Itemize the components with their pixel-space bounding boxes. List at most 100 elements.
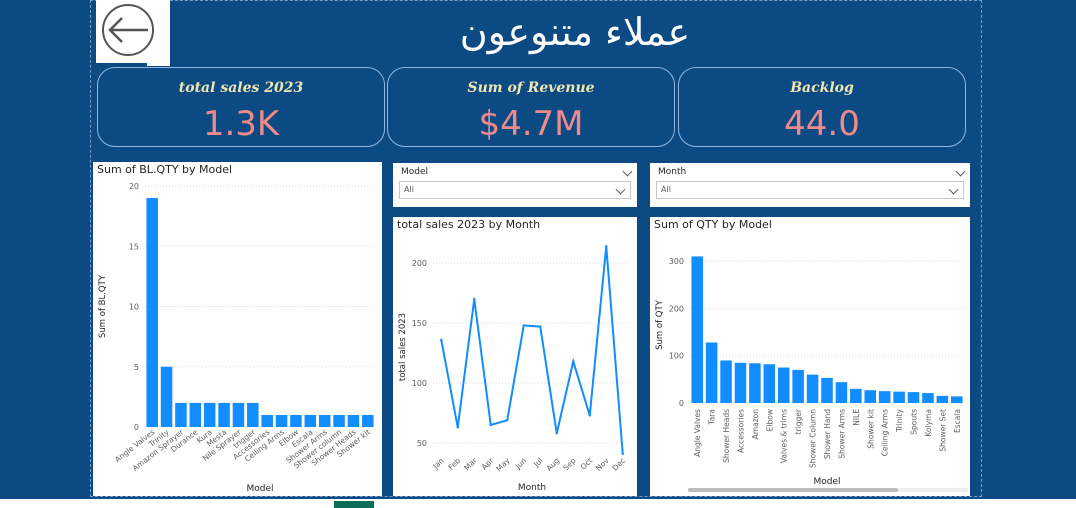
x-tick-label: Shower Heads bbox=[722, 409, 731, 463]
x-tick-label: Amazon bbox=[751, 409, 760, 440]
bar bbox=[261, 414, 273, 427]
chart-sales-month: 50 100 150 200 Jan Feb Mar Apr May Jun Jul Aug Sep Oc… bbox=[398, 245, 631, 493]
slicer-collapse-icon[interactable] bbox=[622, 166, 633, 177]
chart-qty-model: 0 100 200 300 Angle Valves Tara Shower Heads Ac… bbox=[655, 256, 964, 487]
x-tick-label: Trinity bbox=[895, 408, 904, 432]
bar bbox=[763, 364, 776, 403]
bar bbox=[734, 362, 747, 403]
y-tick-label: 100 bbox=[412, 379, 427, 388]
x-tick-label: NILE bbox=[852, 409, 861, 426]
kpi-label: Backlog bbox=[790, 80, 854, 96]
bar bbox=[362, 414, 374, 427]
slicer-value: All bbox=[661, 185, 671, 194]
chart-title: Sum of BL.QTY by Model bbox=[97, 163, 233, 176]
bar bbox=[189, 402, 202, 427]
x-tick-label: Oct bbox=[579, 456, 595, 472]
y-axis-title: total sales 2023 bbox=[398, 313, 408, 381]
y-tick-label: 10 bbox=[129, 303, 139, 312]
bar bbox=[318, 414, 331, 427]
bar bbox=[720, 360, 732, 403]
bar bbox=[878, 391, 891, 403]
y-tick-label: 50 bbox=[417, 439, 427, 448]
y-tick-label: 300 bbox=[669, 257, 684, 266]
data-point bbox=[473, 297, 476, 301]
bar bbox=[275, 414, 288, 427]
kpi-value: 1.3K bbox=[202, 104, 280, 144]
month-slicer[interactable]: Month All bbox=[650, 163, 970, 207]
x-tick-label: Jun bbox=[513, 456, 529, 472]
chevron-down-icon bbox=[615, 184, 626, 195]
y-tick-label: 0 bbox=[134, 423, 139, 432]
back-arrow-icon bbox=[102, 4, 154, 56]
y-tick-label: 200 bbox=[669, 304, 684, 313]
data-point bbox=[555, 432, 558, 435]
bar bbox=[893, 391, 905, 403]
scrollbar-thumb[interactable] bbox=[688, 488, 898, 492]
x-tick-label: Shower Hand bbox=[823, 409, 832, 459]
data-point bbox=[572, 360, 575, 363]
bar bbox=[160, 366, 173, 427]
bar bbox=[749, 363, 761, 403]
slicer-label: Month bbox=[658, 167, 687, 177]
back-button[interactable] bbox=[96, 0, 170, 63]
data-point bbox=[522, 324, 525, 327]
data-point bbox=[456, 426, 459, 429]
bar bbox=[777, 367, 790, 403]
bar bbox=[864, 390, 877, 403]
slicer-collapse-icon[interactable] bbox=[955, 166, 966, 177]
y-tick-label: 200 bbox=[412, 259, 427, 268]
bar bbox=[691, 256, 703, 403]
series-line bbox=[440, 246, 624, 454]
x-tick-label: Dec bbox=[611, 456, 628, 473]
data-point bbox=[506, 419, 509, 422]
y-tick-label: 150 bbox=[412, 319, 427, 328]
kpi-card-revenue: Sum of Revenue $4.7M bbox=[387, 67, 675, 147]
data-point bbox=[588, 414, 591, 417]
x-tick-label: Jul bbox=[531, 456, 544, 469]
bar bbox=[806, 374, 819, 403]
slicer-dropdown[interactable]: All bbox=[656, 181, 964, 199]
chart-title: Sum of QTY by Model bbox=[654, 218, 772, 231]
horizontal-scrollbar[interactable] bbox=[688, 488, 968, 492]
data-point bbox=[605, 245, 608, 248]
y-tick-label: 15 bbox=[129, 242, 139, 251]
x-tick-label: Aug bbox=[544, 456, 561, 473]
bar bbox=[218, 402, 230, 427]
y-tick-label: 100 bbox=[669, 352, 684, 361]
x-tick-label: Tara bbox=[708, 409, 717, 426]
bar bbox=[247, 402, 259, 427]
bar bbox=[936, 395, 949, 403]
y-tick-label: 20 bbox=[129, 182, 139, 191]
bar bbox=[835, 382, 848, 403]
x-axis-title: Model bbox=[813, 477, 840, 487]
x-tick-label: Shower Set bbox=[938, 409, 947, 452]
footer-tab[interactable] bbox=[334, 501, 374, 508]
bar bbox=[951, 396, 963, 403]
x-tick-label: Mar bbox=[462, 455, 479, 472]
bar bbox=[922, 393, 934, 403]
data-point bbox=[539, 325, 542, 328]
kpi-card-total-sales: total sales 2023 1.3K bbox=[97, 67, 385, 147]
bar bbox=[203, 402, 216, 427]
x-tick-label: Kolyma bbox=[924, 409, 933, 437]
data-point bbox=[621, 452, 624, 455]
kpi-label: Sum of Revenue bbox=[467, 80, 595, 96]
x-tick-label: Apr bbox=[480, 455, 496, 471]
bar bbox=[850, 388, 862, 403]
x-tick-label: Shower kit bbox=[866, 409, 875, 449]
data-point bbox=[489, 423, 492, 427]
chart-sales-month-panel[interactable]: total sales 2023 by Month 50 100 150 200 Jan… bbox=[393, 217, 637, 496]
y-tick-label: 0 bbox=[679, 399, 684, 408]
slicer-dropdown[interactable]: All bbox=[399, 181, 631, 199]
chart-qty-model-panel[interactable]: Sum of QTY by Model 0 100 200 300 Angle Valv… bbox=[650, 217, 970, 496]
x-tick-label: Accessories bbox=[736, 409, 745, 453]
page-title: عملاء متنوعون bbox=[459, 10, 691, 54]
kpi-card-backlog: Backlog 44.0 bbox=[678, 67, 966, 147]
x-tick-label: Nov bbox=[594, 456, 611, 473]
model-slicer[interactable]: Model All bbox=[393, 163, 637, 207]
x-tick-label: Jan bbox=[430, 456, 445, 471]
bar bbox=[290, 414, 302, 427]
chevron-down-icon bbox=[948, 184, 959, 195]
x-tick-label: Shower Column bbox=[809, 409, 818, 468]
chart-bl-qty-panel[interactable]: Sum of BL.QTY by Model 0 5 10 15 20 Angle Val… bbox=[93, 162, 382, 496]
